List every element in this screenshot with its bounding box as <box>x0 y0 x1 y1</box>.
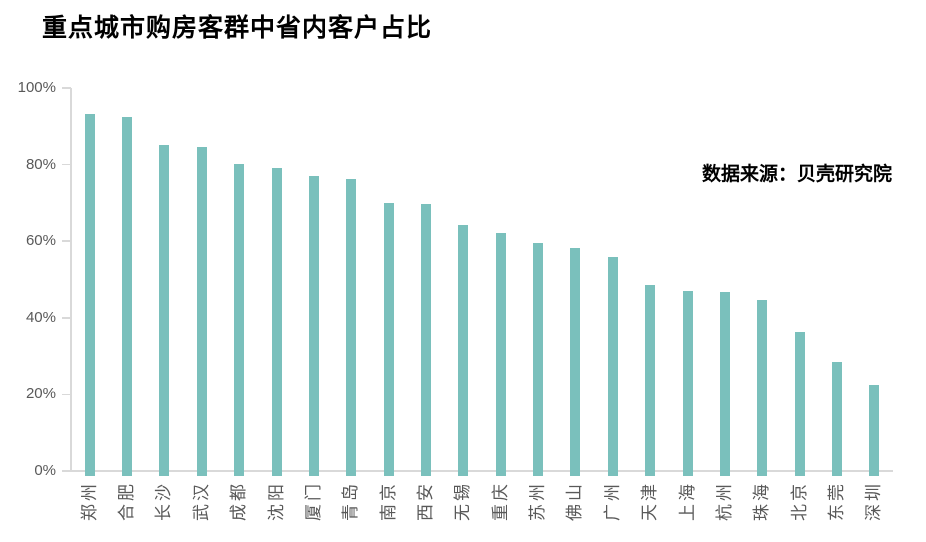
x-axis-tick-label: 重庆 <box>490 481 510 521</box>
bar <box>682 290 693 476</box>
y-axis-tick-label: 40% <box>25 308 56 326</box>
bar <box>122 117 133 476</box>
bar <box>533 243 544 476</box>
x-axis-tick-label: 长沙 <box>154 481 174 521</box>
y-axis-tick <box>62 163 71 166</box>
x-axis-tick-label: 青岛 <box>341 481 361 521</box>
y-axis-tick-label: 20% <box>25 385 56 403</box>
data-source-note: 数据来源：贝壳研究院 <box>701 164 892 185</box>
bar <box>383 202 394 476</box>
bar <box>831 362 842 476</box>
x-axis-tick-label: 广州 <box>602 481 622 521</box>
bar <box>346 179 357 476</box>
y-axis-tick-label: 80% <box>25 155 56 173</box>
x-axis-tick-label: 上海 <box>677 481 697 521</box>
x-axis-tick-label: 苏州 <box>528 481 548 521</box>
x-axis-baseline <box>71 470 893 472</box>
bar <box>420 204 431 476</box>
bar <box>869 385 880 476</box>
bar <box>308 176 319 476</box>
x-axis-tick-label: 武汉 <box>191 481 211 521</box>
y-axis-tick <box>62 240 71 242</box>
x-axis-tick-label: 南京 <box>378 481 398 521</box>
bar <box>794 332 805 476</box>
y-axis-line <box>70 88 72 472</box>
bar <box>570 248 581 476</box>
bar <box>196 146 207 476</box>
y-axis-tick <box>62 393 71 396</box>
x-axis-tick-label: 厦门 <box>303 481 323 521</box>
y-axis-tick <box>62 317 71 319</box>
bar <box>159 145 170 476</box>
bar <box>458 225 469 476</box>
y-axis-tick-label: 100% <box>17 79 56 96</box>
x-axis-tick-label: 成都 <box>229 481 249 521</box>
y-axis-tick <box>62 87 71 89</box>
bar <box>645 284 656 476</box>
x-axis-tick-label: 天津 <box>640 481 660 521</box>
bar <box>495 232 506 476</box>
x-axis-tick-label: 郑州 <box>79 481 99 521</box>
x-axis-tick-label: 合肥 <box>117 481 137 521</box>
chart-title: 重点城市购房客群中省内客户占比 <box>42 14 433 42</box>
x-axis-tick-label: 佛山 <box>565 481 585 521</box>
y-axis-tick-label: 0% <box>34 462 56 479</box>
bar <box>719 291 730 476</box>
bar <box>271 168 282 476</box>
x-axis-tick-label: 沈阳 <box>266 481 286 521</box>
y-axis-tick-label: 60% <box>25 232 56 250</box>
x-axis-tick-label: 杭州 <box>714 481 734 521</box>
x-axis-tick-label: 北京 <box>789 481 809 521</box>
bar <box>607 256 618 476</box>
bar <box>757 300 768 476</box>
y-axis-tick <box>62 470 71 472</box>
x-axis-tick-label: 深圳 <box>864 481 884 521</box>
bar <box>84 114 95 476</box>
x-axis-tick-label: 无锡 <box>453 481 473 521</box>
x-axis-tick-label: 西安 <box>415 481 435 521</box>
bar <box>234 164 245 476</box>
x-axis-tick-label: 东莞 <box>826 481 846 521</box>
x-axis-tick-label: 珠海 <box>752 481 772 521</box>
